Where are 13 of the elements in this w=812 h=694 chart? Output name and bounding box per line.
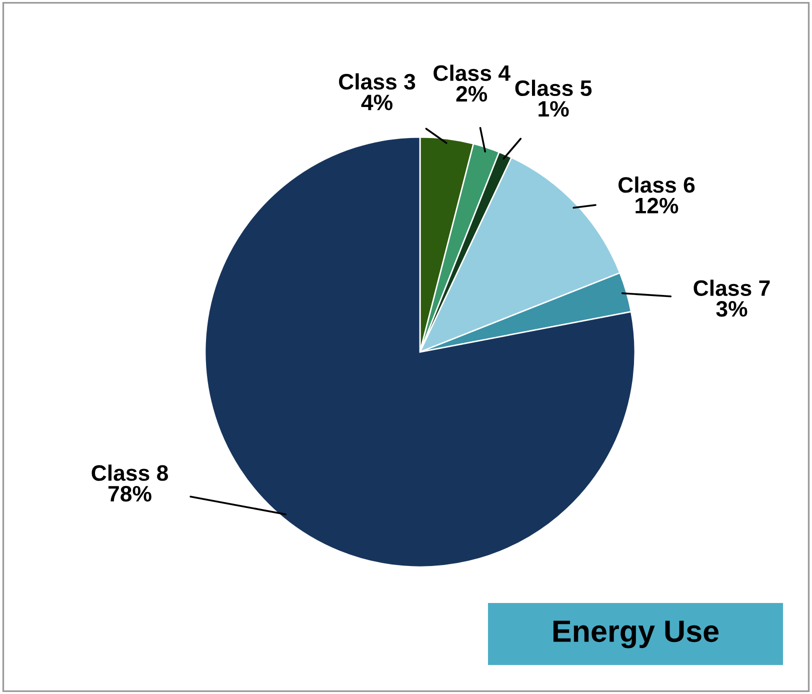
data-label: 4% — [361, 94, 392, 110]
data-label: 78% — [108, 486, 152, 502]
slice-label: Class 3 — [339, 73, 416, 90]
slice-label: Class 6 — [618, 176, 695, 193]
data-label: 2% — [456, 86, 488, 102]
slice-label: Class 7 — [694, 280, 770, 296]
data-label: 12% — [636, 198, 678, 214]
data-label: 3% — [716, 300, 748, 317]
text: Energy Use — [553, 620, 719, 648]
slice-label: Class 8 — [92, 464, 168, 481]
data-label: 1% — [538, 101, 569, 117]
slice-label: Class 4 — [434, 64, 510, 82]
slice-label: Class 5 — [515, 80, 592, 96]
